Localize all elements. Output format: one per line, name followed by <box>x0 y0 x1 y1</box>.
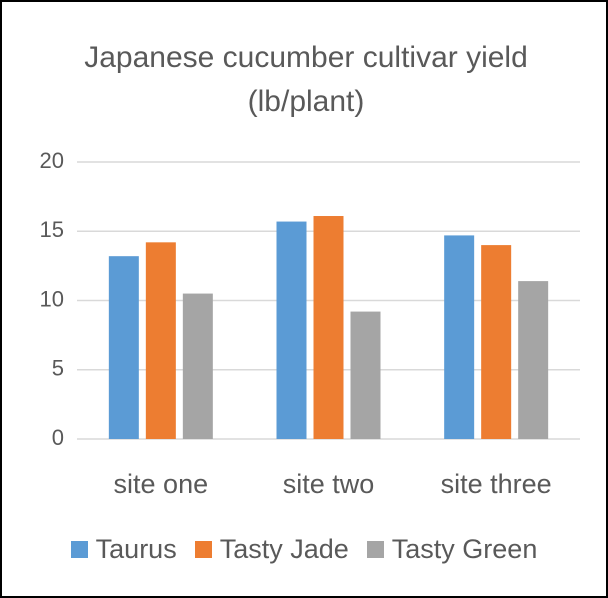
legend-swatch <box>70 541 88 558</box>
bar <box>276 221 307 439</box>
y-tick-label: 5 <box>52 356 64 381</box>
legend-swatch <box>194 541 212 558</box>
x-tick-label: site two <box>283 469 375 499</box>
bar <box>518 281 549 439</box>
bar <box>182 293 213 439</box>
x-tick-label: site three <box>441 469 552 499</box>
legend-label: Taurus <box>95 534 177 564</box>
x-tick-label: site one <box>114 469 209 499</box>
legend-item: Tasty Green <box>366 534 538 565</box>
legend-label: Tasty Green <box>391 534 538 564</box>
y-tick-label: 15 <box>40 217 64 242</box>
legend-label: Tasty Jade <box>219 534 349 564</box>
bar <box>108 256 139 439</box>
bar <box>350 311 381 439</box>
y-tick-label: 0 <box>52 425 64 450</box>
bar <box>145 242 176 439</box>
bar <box>481 245 512 439</box>
chart-title: Japanese cucumber cultivar yield (lb/pla… <box>84 41 528 118</box>
legend-item: Taurus <box>70 534 177 565</box>
bar <box>313 216 344 439</box>
legend: Taurus Tasty Jade Tasty Green <box>2 534 606 565</box>
y-tick-label: 10 <box>40 286 64 311</box>
y-tick-label: 20 <box>40 148 64 173</box>
bar <box>444 235 475 439</box>
legend-item: Tasty Jade <box>194 534 349 565</box>
legend-swatch <box>366 541 384 558</box>
